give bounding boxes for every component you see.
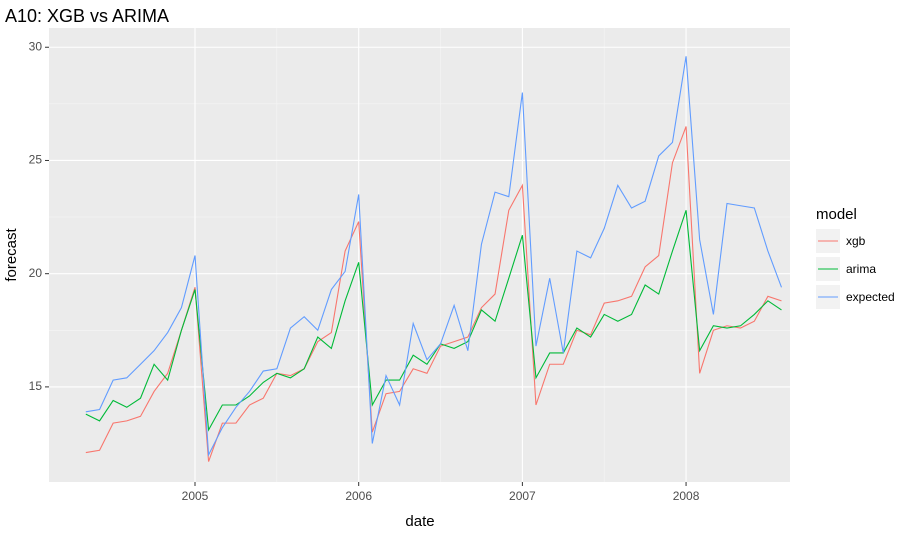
y-tick-label: 30 [29, 39, 43, 53]
x-tick-label: 2005 [182, 489, 209, 503]
y-tick-label: 25 [29, 153, 43, 167]
legend-title: model [816, 206, 857, 223]
chart-title: A10: XGB vs ARIMA [5, 6, 169, 26]
legend-label: xgb [846, 234, 866, 248]
x-tick-label: 2006 [345, 489, 372, 503]
y-tick-label: 15 [29, 379, 43, 393]
y-tick-label: 20 [29, 266, 43, 280]
x-tick-label: 2007 [509, 489, 536, 503]
legend-label: expected [846, 290, 895, 304]
plot-background [49, 28, 790, 482]
series-line [85, 56, 783, 457]
x-axis-label: date [405, 513, 434, 530]
series-line [85, 126, 782, 462]
x-tick-label: 2008 [673, 489, 700, 503]
legend-label: arima [846, 262, 876, 276]
y-axis-label: forecast [3, 227, 20, 281]
